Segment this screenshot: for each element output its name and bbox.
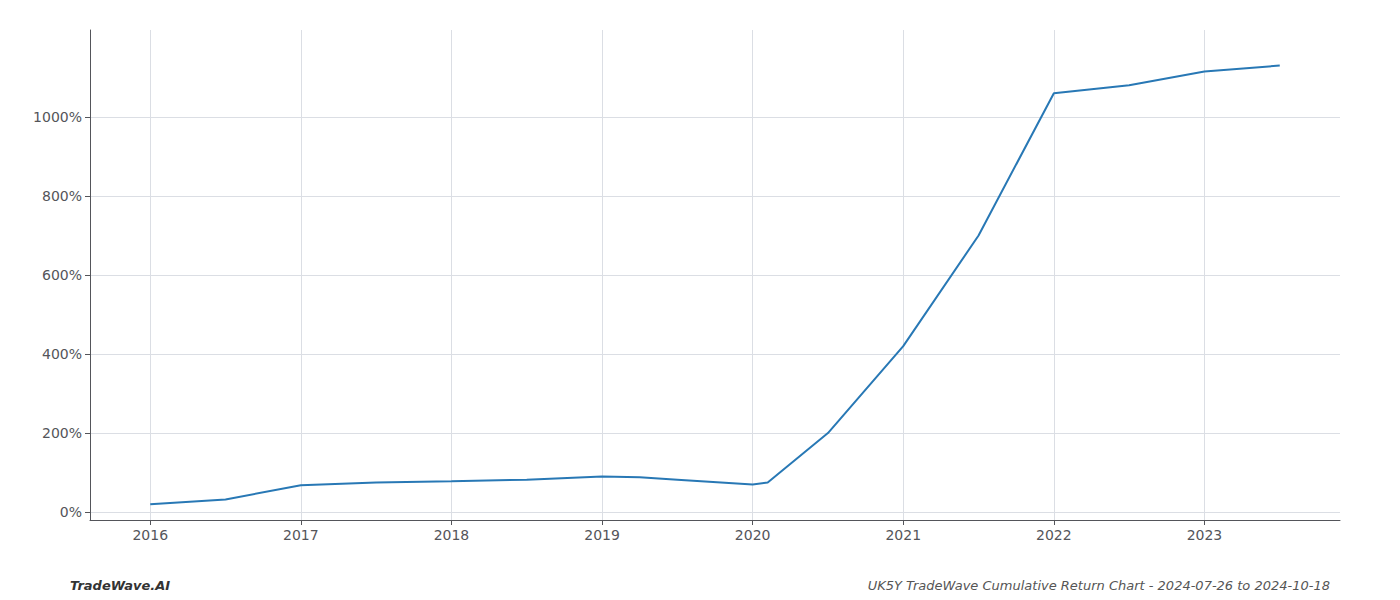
svg-text:1000%: 1000%	[33, 109, 82, 125]
svg-text:600%: 600%	[42, 267, 82, 283]
svg-text:TradeWave.AI: TradeWave.AI	[70, 578, 170, 593]
svg-text:2018: 2018	[434, 527, 470, 543]
svg-text:0%: 0%	[60, 504, 82, 520]
svg-text:UK5Y TradeWave Cumulative Retu: UK5Y TradeWave Cumulative Return Chart -…	[868, 578, 1330, 593]
svg-text:2021: 2021	[885, 527, 921, 543]
svg-text:2020: 2020	[735, 527, 771, 543]
svg-text:2019: 2019	[584, 527, 620, 543]
svg-text:200%: 200%	[42, 425, 82, 441]
svg-text:2017: 2017	[283, 527, 319, 543]
svg-text:2016: 2016	[132, 527, 168, 543]
svg-text:800%: 800%	[42, 188, 82, 204]
svg-text:2023: 2023	[1187, 527, 1223, 543]
svg-text:2022: 2022	[1036, 527, 1072, 543]
svg-text:400%: 400%	[42, 346, 82, 362]
